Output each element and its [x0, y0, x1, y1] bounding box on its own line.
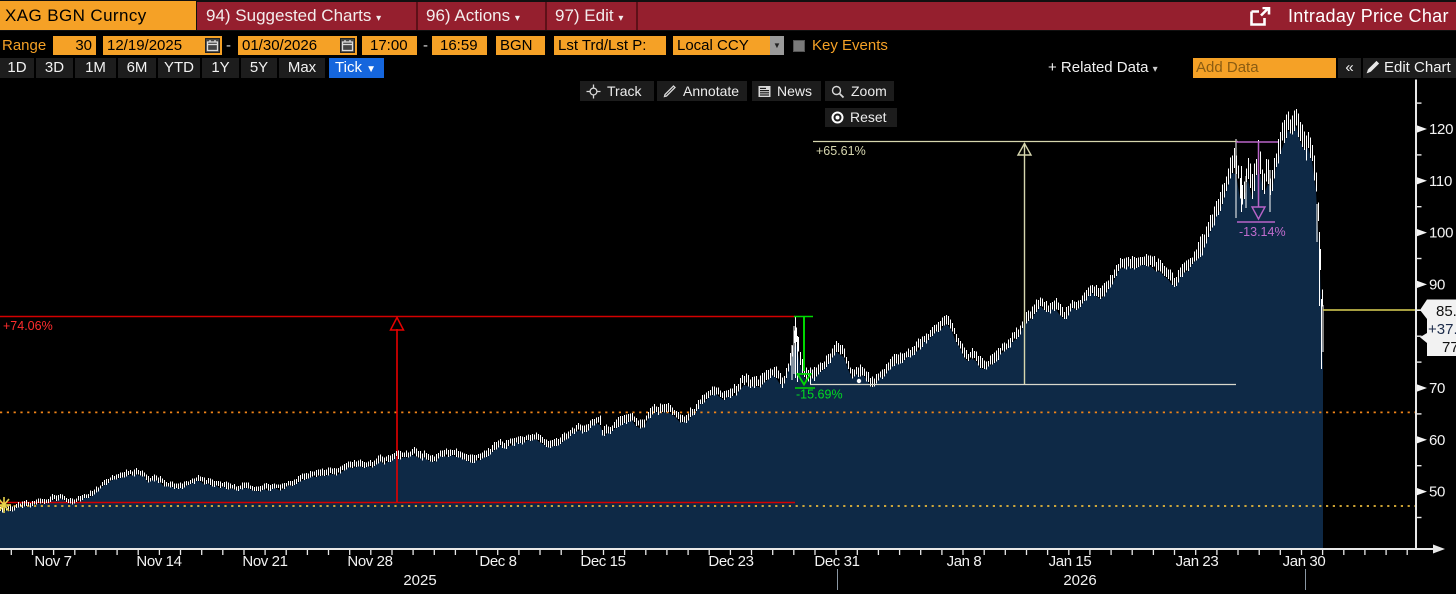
- svg-text:Dec 15: Dec 15: [580, 553, 625, 570]
- svg-text:-15.69%: -15.69%: [796, 388, 843, 402]
- svg-text:70: 70: [1429, 380, 1445, 397]
- svg-text:Jan 23: Jan 23: [1176, 553, 1219, 570]
- svg-text:Dec 23: Dec 23: [708, 553, 753, 570]
- svg-text:Nov 21: Nov 21: [242, 553, 287, 570]
- svg-text:77: 77: [1442, 339, 1456, 356]
- svg-text:100: 100: [1429, 225, 1453, 242]
- svg-text:Jan 8: Jan 8: [947, 553, 982, 570]
- svg-text:50: 50: [1429, 484, 1445, 501]
- svg-text:2026: 2026: [1063, 572, 1096, 589]
- svg-text:120: 120: [1429, 121, 1453, 138]
- svg-text:60: 60: [1429, 432, 1445, 449]
- svg-text:Nov 14: Nov 14: [136, 553, 181, 570]
- svg-text:Jan 15: Jan 15: [1049, 553, 1092, 570]
- svg-text:Jan 30: Jan 30: [1283, 553, 1326, 570]
- svg-text:Dec 31: Dec 31: [814, 553, 859, 570]
- svg-text:+37.: +37.: [1428, 321, 1456, 338]
- svg-text:+65.61%: +65.61%: [816, 144, 866, 158]
- svg-text:+74.06%: +74.06%: [3, 319, 53, 333]
- svg-text:Nov 28: Nov 28: [347, 553, 392, 570]
- svg-text:2025: 2025: [403, 572, 436, 589]
- svg-text:-13.14%: -13.14%: [1239, 225, 1286, 239]
- svg-text:90: 90: [1429, 276, 1445, 293]
- svg-text:Dec 8: Dec 8: [479, 553, 516, 570]
- svg-text:Nov 7: Nov 7: [34, 553, 71, 570]
- svg-text:110: 110: [1429, 173, 1452, 190]
- svg-text:85.: 85.: [1436, 303, 1456, 320]
